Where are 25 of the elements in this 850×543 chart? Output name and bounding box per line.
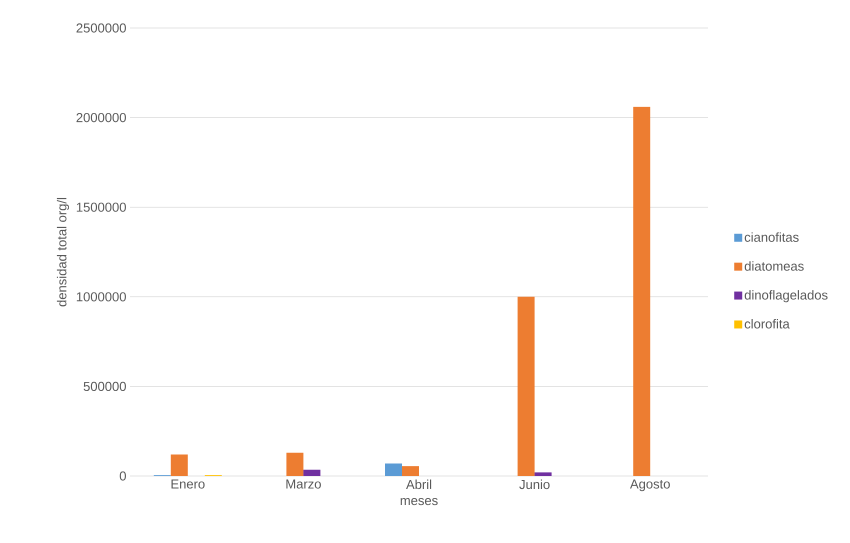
y-tick-label: 0 <box>120 471 126 481</box>
y-tick-label: 1500000 <box>76 202 126 212</box>
legend-label: dinoflagelados <box>744 290 828 302</box>
y-tick-label: 500000 <box>84 382 126 391</box>
bar <box>518 296 535 476</box>
x-tick-label: Abril <box>406 480 432 490</box>
bar <box>170 454 188 476</box>
bar <box>534 472 552 476</box>
bar <box>286 452 304 476</box>
y-tick-label: 2500000 <box>76 23 126 33</box>
x-tick-label: Marzo <box>286 480 321 489</box>
x-tick-label: Agosto <box>630 480 670 492</box>
y-axis-title: densidad total org/l <box>56 198 70 306</box>
legend-label: clorofita <box>744 319 790 329</box>
bar <box>402 466 420 476</box>
x-tick-label: Junio <box>519 480 550 490</box>
legend-label: cianofitas <box>744 232 799 242</box>
x-tick-label: Enero <box>172 480 205 489</box>
bar <box>385 463 402 476</box>
bar <box>303 470 320 476</box>
legend-label: diatomeas <box>744 261 804 271</box>
y-tick-label: 1000000 <box>76 292 126 302</box>
bar <box>633 106 650 476</box>
x-axis-title: meses <box>400 498 438 506</box>
y-tick-label: 2000000 <box>76 112 126 122</box>
